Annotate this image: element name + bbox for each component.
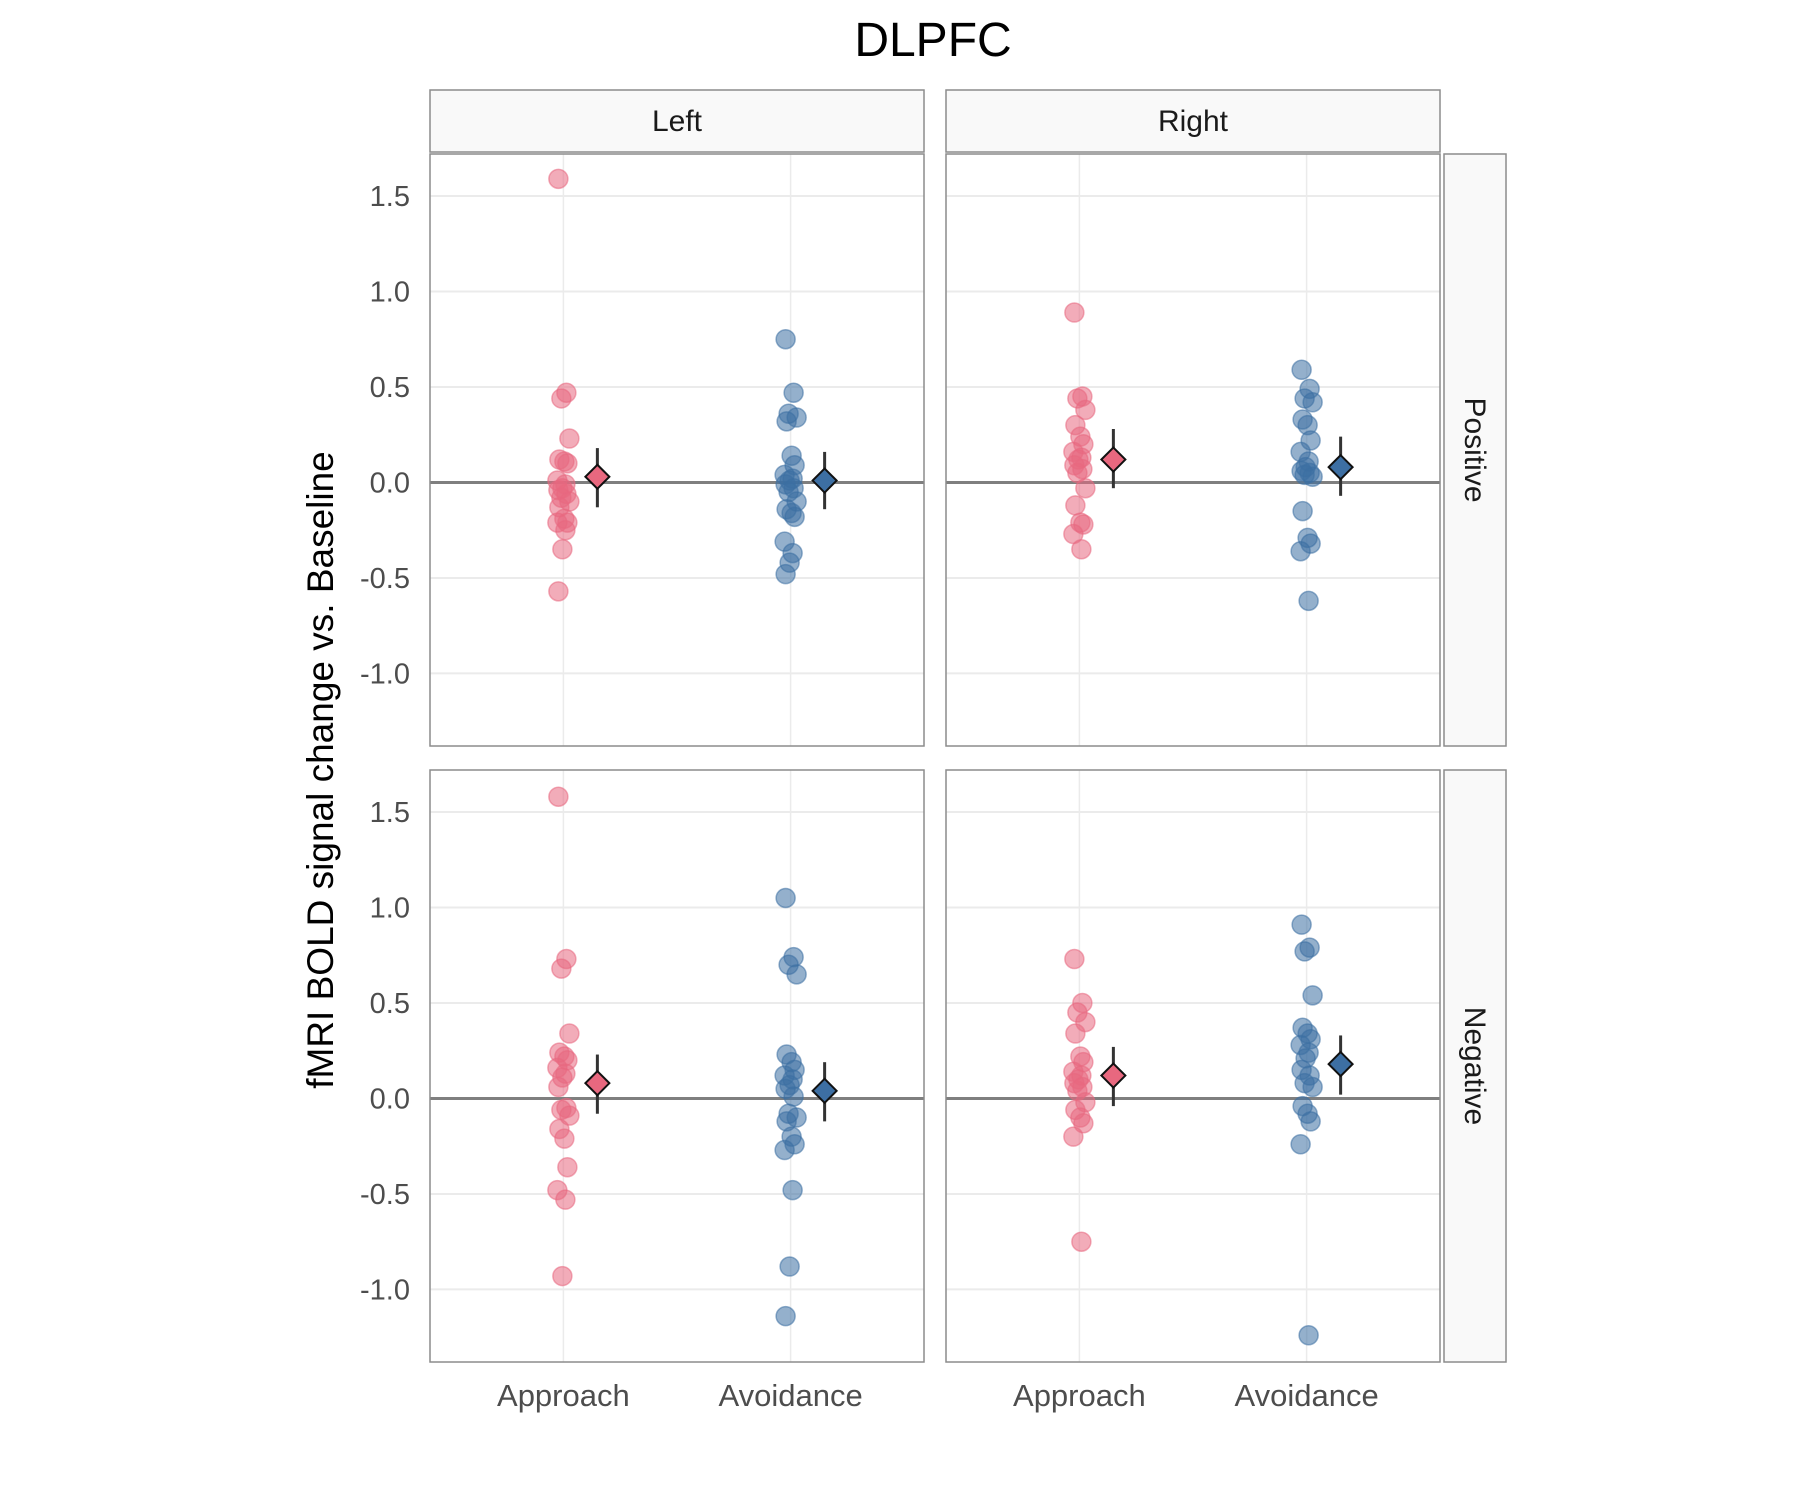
approach-data-point (1071, 1231, 1092, 1252)
chart-title: DLPFC (854, 14, 1011, 67)
approach-data-point (548, 168, 569, 190)
avoidance-data-point (774, 1139, 795, 1161)
avoidance-data-point (1298, 1325, 1319, 1346)
avoidance-data-point (1302, 466, 1323, 487)
panel-negative-right: Approach Avoidance (945, 769, 1441, 1413)
facet-panels: Left Right Positive Negative -1.0 -0.5 0.0 0.5 1… (360, 89, 1507, 1413)
avoidance-data-point (1302, 1076, 1323, 1098)
approach-data-point (552, 1265, 573, 1287)
approach-data-point (1065, 1023, 1086, 1044)
y-tick-label: 1.5 (370, 181, 410, 213)
approach-mean-diamond (1099, 1062, 1127, 1089)
avoidance-data-point (1294, 941, 1315, 962)
avoidance-data-point (783, 1086, 804, 1107)
avoidance-data-point (779, 1256, 800, 1277)
facet-strip-positive (1443, 153, 1507, 747)
x-category-label: Approach (1013, 1378, 1146, 1413)
approach-data-point (548, 1076, 569, 1098)
approach-data-point (551, 958, 572, 979)
facet-strip-negative (1443, 769, 1507, 1363)
y-tick-label: 0.5 (370, 372, 410, 404)
facet-strip-right (945, 89, 1441, 153)
approach-data-point (555, 519, 576, 541)
approach-data-point (1075, 477, 1096, 499)
avoidance-data-point (782, 1179, 803, 1201)
facet-strip-label: Left (652, 105, 703, 138)
avoidance-mean-diamond (811, 1077, 839, 1105)
approach-mean-diamond (583, 1069, 611, 1097)
panel-background (430, 154, 924, 746)
approach-data-point (548, 786, 569, 807)
y-tick-label: 1.5 (370, 797, 410, 829)
x-category-label: Approach (497, 1378, 630, 1413)
y-tick-label: -1.0 (360, 1274, 410, 1306)
y-tick-label: -0.5 (360, 1179, 410, 1211)
approach-data-point (552, 539, 573, 560)
avoidance-data-point (783, 382, 804, 403)
avoidance-data-point (775, 563, 796, 585)
avoidance-data-point (786, 964, 807, 985)
panel-border (945, 153, 1441, 747)
approach-data-point (1075, 399, 1096, 421)
approach-mean-diamond (1099, 446, 1127, 473)
approach-data-point (1063, 1126, 1084, 1147)
avoidance-data-point (775, 1305, 796, 1327)
avoidance-data-point (1290, 540, 1311, 562)
facet-strip-left (429, 89, 925, 153)
panel-negative-left: -1.0 -0.5 0.0 0.5 1.0 1.5 Approach Avoidance (360, 769, 925, 1413)
avoidance-data-point (1291, 359, 1312, 381)
avoidance-data-point (776, 411, 797, 432)
avoidance-data-point (1290, 1134, 1311, 1155)
avoidance-data-point (775, 328, 796, 350)
panel-positive-right (945, 153, 1441, 747)
approach-data-point (548, 581, 569, 602)
y-tick-label: -1.0 (360, 658, 410, 690)
approach-data-point (1071, 539, 1092, 560)
approach-data-point (1064, 948, 1085, 970)
avoidance-data-point (1300, 1111, 1321, 1132)
avoidance-mean-diamond (811, 467, 839, 494)
y-tick-label: -0.5 (360, 563, 410, 595)
avoidance-data-point (1298, 590, 1319, 612)
panel-positive-left: -1.0 -0.5 0.0 0.5 1.0 1.5 (360, 153, 925, 747)
panel-background (430, 770, 924, 1362)
avoidance-data-point (1292, 500, 1313, 522)
approach-data-point (1064, 302, 1085, 323)
approach-data-point (551, 388, 572, 409)
y-axis-label: fMRI BOLD signal change vs. Baseline (300, 451, 341, 1089)
y-tick-label: 0.0 (370, 467, 410, 499)
avoidance-data-point (784, 506, 805, 528)
avoidance-data-point (1291, 914, 1312, 935)
facet-strip-label: Positive (1458, 397, 1491, 502)
approach-data-point (559, 428, 580, 449)
facet-strip-label: Right (1158, 105, 1229, 138)
y-tick-label: 0.0 (370, 1083, 410, 1115)
approach-data-point (557, 453, 578, 474)
avoidance-data-point (1302, 392, 1323, 413)
x-category-label: Avoidance (719, 1378, 863, 1413)
y-tick-label: 0.5 (370, 988, 410, 1020)
y-tick-label: 1.0 (370, 892, 410, 924)
panel-border (429, 153, 925, 747)
approach-data-point (555, 1189, 576, 1210)
avoidance-data-point (775, 887, 796, 909)
panel-border (429, 769, 925, 1363)
approach-mean-diamond (583, 463, 611, 491)
approach-data-point (554, 1128, 575, 1149)
x-category-label: Avoidance (1235, 1378, 1379, 1413)
avoidance-mean-diamond (1327, 1050, 1355, 1078)
panel-background (946, 154, 1440, 746)
approach-data-point (557, 1156, 578, 1178)
approach-data-point (1065, 495, 1086, 516)
approach-data-point (559, 1023, 580, 1044)
avoidance-mean-diamond (1327, 453, 1355, 481)
panel-background (946, 770, 1440, 1362)
panel-border (945, 769, 1441, 1363)
y-tick-label: 1.0 (370, 276, 410, 308)
facet-strip-label: Negative (1458, 1007, 1491, 1125)
avoidance-data-point (1302, 985, 1323, 1006)
